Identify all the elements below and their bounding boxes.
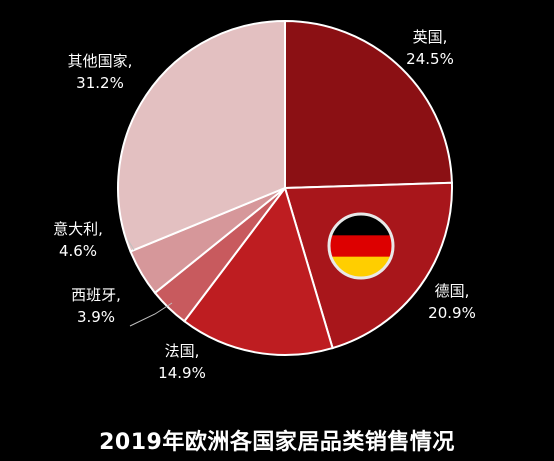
slice-label: 英国, <box>413 28 448 46</box>
pie-slice <box>284 19 453 190</box>
slice-label: 意大利, <box>53 220 103 238</box>
slice-label: 法国, <box>165 342 200 360</box>
slice-value-label: 31.2% <box>76 74 124 92</box>
slice-value-label: 3.9% <box>77 308 115 326</box>
slice-value-label: 4.6% <box>59 242 97 260</box>
slice-label: 德国, <box>435 282 470 300</box>
slice-value-label: 20.9% <box>428 304 476 322</box>
chart-title: 2019年欧洲各国家居品类销售情况 <box>99 430 455 455</box>
pie-chart: 英国, 24.5% 德国, 20.9% 法国, 14.9% 西班牙, 3.9% 意大利, 4.6%… <box>53 19 476 382</box>
pie-slice <box>117 19 286 253</box>
slice-value-label: 14.9% <box>158 364 206 382</box>
slice-label: 其他国家, <box>68 52 133 70</box>
slice-value-label: 24.5% <box>406 50 454 68</box>
leader-line <box>127 239 135 251</box>
slice-label: 西班牙, <box>71 286 121 304</box>
flag-badge-ring <box>327 212 395 280</box>
leader-line <box>129 302 173 327</box>
pie-slice <box>182 185 334 356</box>
